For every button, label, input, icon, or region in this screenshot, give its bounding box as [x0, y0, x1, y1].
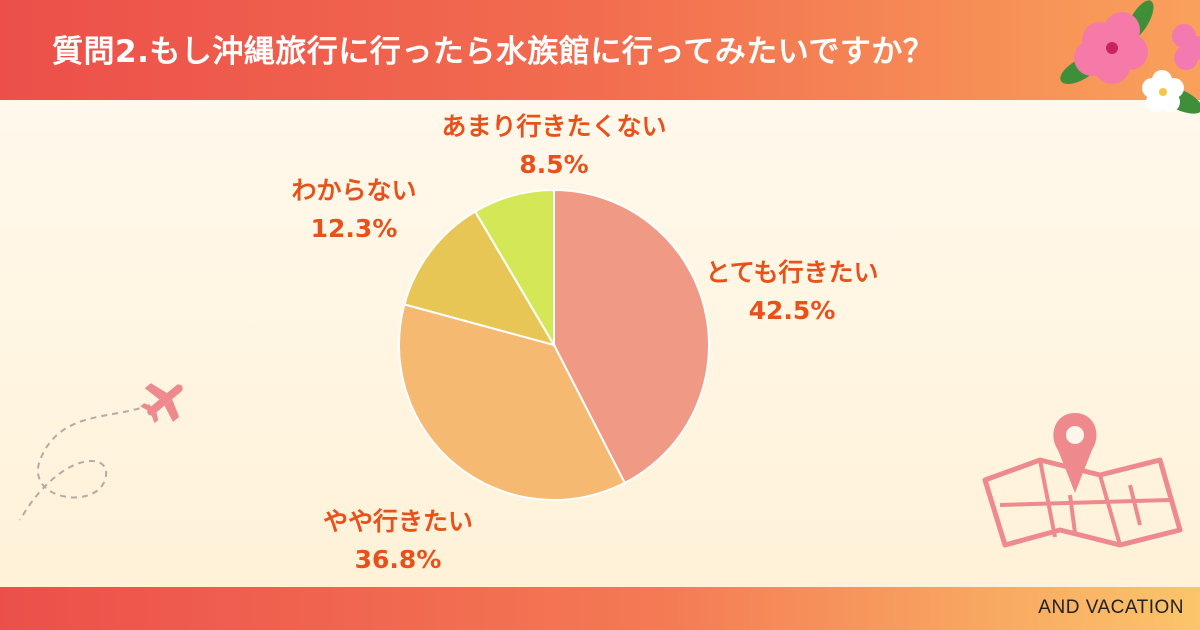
label-totemo: とても行きたい 42.5% — [705, 254, 878, 330]
slice-label: やや行きたい — [322, 507, 474, 536]
slice-value: 36.8% — [354, 545, 442, 574]
pie-slice-3 — [403, 210, 557, 347]
slice-label: とても行きたい — [705, 258, 879, 287]
pie-slice-2 — [398, 303, 627, 501]
brand-name: AND VACATION — [1038, 597, 1184, 618]
map-pin-icon — [982, 413, 1183, 548]
header-banner — [0, 0, 1200, 100]
hibiscus-flower-icon — [1060, 0, 1200, 114]
pie-slice-1 — [553, 188, 710, 485]
page-title: 質問2.もし沖縄旅行に行ったら水族館に行ってみたいですか？ — [52, 34, 935, 70]
label-amari: あまり行きたくない 8.5% — [441, 108, 666, 184]
footer-banner — [0, 587, 1200, 630]
label-yaya: やや行きたい 36.8% — [323, 503, 473, 579]
slice-value: 12.3% — [310, 214, 398, 243]
label-wakaranai: わからない 12.3% — [291, 172, 416, 248]
slice-label: あまり行きたくない — [441, 112, 667, 141]
airplane-icon — [19, 383, 183, 521]
slice-label: わからない — [291, 176, 417, 205]
slice-value: 42.5% — [748, 296, 836, 325]
slice-value: 8.5% — [519, 150, 589, 179]
pie-chart — [398, 188, 710, 501]
pie-slice-4 — [473, 188, 555, 349]
